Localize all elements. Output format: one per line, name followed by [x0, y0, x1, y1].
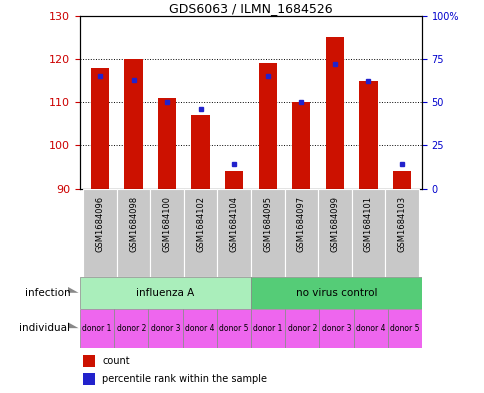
- Text: donor 2: donor 2: [287, 324, 317, 332]
- Bar: [291, 102, 310, 189]
- Bar: [285, 309, 318, 348]
- Bar: [258, 63, 276, 189]
- Text: donor 5: donor 5: [389, 324, 419, 332]
- Bar: [217, 189, 251, 277]
- Bar: [124, 59, 143, 189]
- Text: donor 4: donor 4: [355, 324, 385, 332]
- Bar: [384, 189, 418, 277]
- Bar: [158, 98, 176, 189]
- Bar: [318, 189, 351, 277]
- Bar: [183, 189, 217, 277]
- Text: donor 4: donor 4: [184, 324, 214, 332]
- Title: GDS6063 / ILMN_1684526: GDS6063 / ILMN_1684526: [169, 2, 332, 15]
- Text: donor 5: donor 5: [219, 324, 248, 332]
- Bar: [251, 189, 284, 277]
- Text: GSM1684102: GSM1684102: [196, 196, 205, 252]
- Text: GSM1684099: GSM1684099: [330, 196, 339, 252]
- Bar: [387, 309, 421, 348]
- Bar: [351, 189, 384, 277]
- Bar: [325, 37, 343, 189]
- Text: individual: individual: [19, 323, 70, 333]
- Bar: [80, 309, 114, 348]
- Text: donor 1: donor 1: [82, 324, 112, 332]
- Text: donor 2: donor 2: [116, 324, 146, 332]
- Bar: [251, 277, 421, 309]
- Bar: [80, 277, 251, 309]
- Text: donor 3: donor 3: [321, 324, 350, 332]
- Text: percentile rank within the sample: percentile rank within the sample: [102, 375, 267, 384]
- Bar: [251, 309, 285, 348]
- Text: count: count: [102, 356, 130, 366]
- Bar: [83, 355, 95, 367]
- Bar: [148, 309, 182, 348]
- Text: no virus control: no virus control: [295, 288, 377, 298]
- Text: influenza A: influenza A: [136, 288, 194, 298]
- Polygon shape: [68, 287, 78, 293]
- Text: GSM1684098: GSM1684098: [129, 196, 138, 252]
- Text: GSM1684095: GSM1684095: [263, 196, 272, 252]
- Text: GSM1684097: GSM1684097: [296, 196, 305, 252]
- Text: GSM1684103: GSM1684103: [396, 196, 406, 252]
- Bar: [83, 373, 95, 385]
- Text: donor 1: donor 1: [253, 324, 282, 332]
- Text: GSM1684100: GSM1684100: [162, 196, 171, 252]
- Bar: [216, 309, 251, 348]
- Text: GSM1684096: GSM1684096: [95, 196, 105, 252]
- Bar: [225, 171, 243, 189]
- Bar: [91, 68, 109, 189]
- Polygon shape: [68, 322, 78, 328]
- Text: GSM1684104: GSM1684104: [229, 196, 238, 252]
- Bar: [83, 189, 117, 277]
- Text: donor 3: donor 3: [151, 324, 180, 332]
- Bar: [117, 189, 150, 277]
- Bar: [353, 309, 387, 348]
- Text: GSM1684101: GSM1684101: [363, 196, 372, 252]
- Bar: [150, 189, 183, 277]
- Bar: [191, 115, 210, 189]
- Bar: [358, 81, 377, 189]
- Bar: [318, 309, 353, 348]
- Bar: [284, 189, 318, 277]
- Bar: [182, 309, 216, 348]
- Text: infection: infection: [25, 288, 70, 298]
- Bar: [392, 171, 410, 189]
- Bar: [114, 309, 148, 348]
